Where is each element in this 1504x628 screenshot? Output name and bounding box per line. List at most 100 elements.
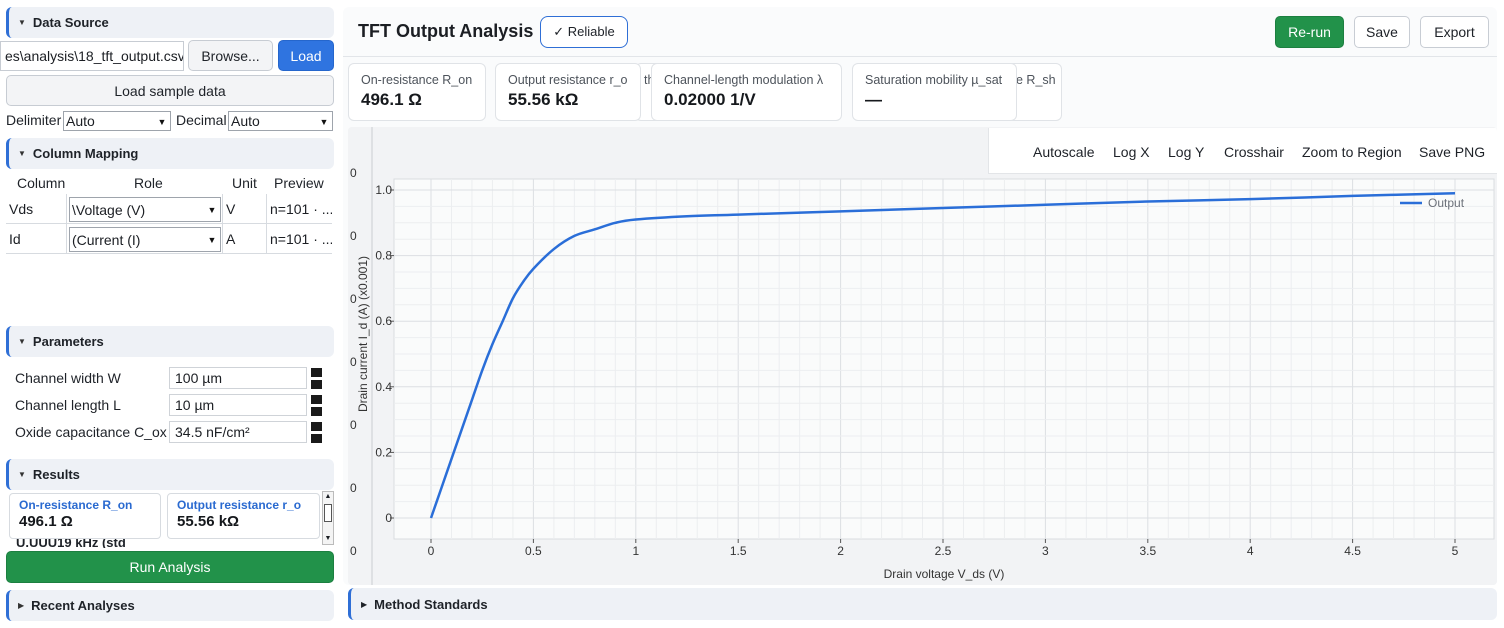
x-tick-label: 1.5 bbox=[730, 544, 747, 558]
load-button[interactable]: Load bbox=[278, 40, 334, 71]
run-analysis-button[interactable]: Run Analysis bbox=[6, 551, 334, 583]
y-tick-label: 0.6 bbox=[375, 314, 392, 328]
x-axis-label: Drain voltage V_ds (V) bbox=[884, 567, 1005, 581]
channel-width-field[interactable]: 100 µm bbox=[169, 367, 307, 389]
col-header-preview: Preview bbox=[274, 175, 324, 191]
channel-length-field[interactable]: 10 µm bbox=[169, 394, 307, 416]
delimiter-label: Delimiter bbox=[6, 112, 62, 128]
metric-value: 55.56 kΩ bbox=[508, 90, 579, 109]
method-standards-header[interactable]: ▶ Method Standards bbox=[348, 588, 1497, 620]
x-tick-label: 0.5 bbox=[525, 544, 542, 558]
back-tick-label: 0 bbox=[350, 544, 357, 558]
chart-area[interactable]: 0 0.5 1 1.5 2 2.5 3 3.5 4 4.5 5 0 0.2 0.4 0.6 0.8 1.0 0 0 0… bbox=[348, 127, 1497, 585]
expanded-caret-icon: ▼ bbox=[18, 18, 26, 27]
load-sample-button[interactable]: Load sample data bbox=[6, 75, 334, 106]
x-tick-label: 4.5 bbox=[1344, 544, 1361, 558]
decimal-value: Auto bbox=[231, 113, 260, 129]
role-select[interactable]: \Voltage (V) ▼ bbox=[66, 194, 222, 224]
reliable-badge[interactable]: ✓ Reliable bbox=[540, 16, 628, 48]
expanded-caret-icon: ▼ bbox=[18, 149, 26, 158]
autoscale-button[interactable]: Autoscale bbox=[1033, 144, 1095, 160]
x-tick-label: 5 bbox=[1452, 544, 1459, 558]
zoom-region-button[interactable]: Zoom to Region bbox=[1302, 144, 1402, 160]
file-path-field[interactable]: es\analysis\18_tft_output.csv bbox=[0, 41, 184, 71]
x-tick-label: 4 bbox=[1247, 544, 1254, 558]
back-tick-label: 0 bbox=[350, 166, 357, 180]
metric-card: Saturation mobility µ_sat — bbox=[852, 63, 1017, 121]
main-panel: TFT Output Analysis ✓ Reliable Re-run Sa… bbox=[343, 7, 1497, 585]
back-tick-label: 0 bbox=[350, 418, 357, 432]
metric-value: 0.02000 1/V bbox=[664, 90, 756, 109]
rerun-button[interactable]: Re-run bbox=[1275, 16, 1344, 48]
results-scrollbar[interactable]: ▲ ▼ bbox=[322, 491, 334, 545]
parameters-header[interactable]: ▼ Parameters bbox=[6, 326, 334, 357]
results-title: Results bbox=[32, 467, 80, 482]
expanded-caret-icon: ▼ bbox=[18, 337, 26, 346]
scroll-up-icon[interactable]: ▲ bbox=[324, 493, 332, 500]
param-label: Channel length L bbox=[15, 397, 121, 413]
scrollbar-thumb[interactable] bbox=[324, 504, 332, 522]
result-label: Output resistance r_o bbox=[177, 498, 302, 512]
log-x-button[interactable]: Log X bbox=[1113, 144, 1150, 160]
crosshair-button[interactable]: Crosshair bbox=[1224, 144, 1284, 160]
role-value: (Current (I) bbox=[72, 231, 141, 248]
expanded-caret-icon: ▼ bbox=[18, 470, 26, 479]
back-tick-label: 0 bbox=[350, 355, 357, 369]
chevron-down-icon: ▼ bbox=[157, 116, 167, 127]
recent-analyses-header[interactable]: ▶ Recent Analyses bbox=[6, 590, 334, 621]
browse-button[interactable]: Browse... bbox=[188, 40, 273, 71]
result-card: Output resistance r_o 55.56 kΩ bbox=[167, 493, 320, 539]
result-card: On-resistance R_on 496.1 Ω bbox=[9, 493, 161, 539]
role-select[interactable]: (Current (I) ▼ bbox=[66, 224, 222, 254]
metric-card: Channel-length modulation λ 0.02000 1/V bbox=[651, 63, 842, 121]
metric-label: Output resistance r_o bbox=[508, 73, 628, 87]
chevron-down-icon: ▼ bbox=[207, 204, 217, 215]
channel-width-stepper[interactable] bbox=[311, 368, 322, 390]
chevron-down-icon: ▼ bbox=[319, 116, 329, 127]
results-header[interactable]: ▼ Results bbox=[6, 459, 334, 490]
column-mapping-title: Column Mapping bbox=[32, 146, 139, 161]
decimal-label: Decimal bbox=[176, 112, 227, 128]
output-chart[interactable]: 0 0.5 1 1.5 2 2.5 3 3.5 4 4.5 5 0 0.2 0.4 0.6 0.8 1.0 0 0 0… bbox=[348, 127, 1497, 585]
scroll-down-icon[interactable]: ▼ bbox=[324, 535, 332, 542]
decimal-select[interactable]: Auto ▼ bbox=[228, 111, 333, 131]
grid-lines bbox=[394, 179, 1494, 539]
results-scroll-area: U.UUU19 kHz (std On-resistance R_on 496.… bbox=[6, 491, 334, 548]
table-row-preview: n=101 · ... bbox=[266, 224, 332, 254]
page-title: TFT Output Analysis bbox=[358, 21, 534, 41]
x-tick-label: 0 bbox=[428, 544, 435, 558]
y-tick-label: 0.4 bbox=[375, 380, 392, 394]
oxide-capacitance-stepper[interactable] bbox=[311, 422, 322, 444]
table-row-column: Id bbox=[6, 224, 66, 254]
log-y-button[interactable]: Log Y bbox=[1168, 144, 1205, 160]
x-tick-label: 1 bbox=[632, 544, 639, 558]
y-tick-label: 0 bbox=[385, 511, 392, 525]
collapsed-caret-icon: ▶ bbox=[361, 599, 368, 609]
channel-length-stepper[interactable] bbox=[311, 395, 322, 417]
x-tick-label: 2.5 bbox=[935, 544, 952, 558]
table-row-column: Vds bbox=[6, 194, 66, 224]
y-tick-label: 0.2 bbox=[375, 445, 392, 459]
delimiter-select[interactable]: Auto ▼ bbox=[63, 111, 171, 131]
export-button[interactable]: Export bbox=[1420, 16, 1489, 48]
col-header-role: Role bbox=[134, 175, 163, 191]
save-png-button[interactable]: Save PNG bbox=[1419, 144, 1486, 160]
save-button[interactable]: Save bbox=[1354, 16, 1410, 48]
method-standards-title: Method Standards bbox=[374, 596, 488, 612]
metric-value: 496.1 Ω bbox=[361, 90, 422, 109]
col-header-unit: Unit bbox=[232, 175, 257, 191]
metric-card: Output resistance r_o 55.56 kΩ bbox=[495, 63, 641, 121]
param-label: Channel width W bbox=[15, 370, 121, 386]
recent-analyses-title: Recent Analyses bbox=[31, 598, 135, 613]
data-source-title: Data Source bbox=[32, 15, 109, 30]
metric-label-fragment: th bbox=[644, 73, 655, 87]
metric-label: Channel-length modulation λ bbox=[664, 73, 824, 87]
y-tick-label: 0.8 bbox=[375, 249, 392, 263]
result-value: 496.1 Ω bbox=[19, 513, 73, 530]
chart-toolbar: Autoscale Log X Log Y Crosshair Zoom to … bbox=[988, 128, 1497, 174]
table-row-unit: A bbox=[222, 224, 266, 254]
result-label: On-resistance R_on bbox=[19, 498, 133, 512]
oxide-capacitance-field[interactable]: 34.5 nF/cm² bbox=[169, 421, 307, 443]
column-mapping-header[interactable]: ▼ Column Mapping bbox=[6, 138, 334, 169]
data-source-header[interactable]: ▼ Data Source bbox=[6, 7, 334, 38]
